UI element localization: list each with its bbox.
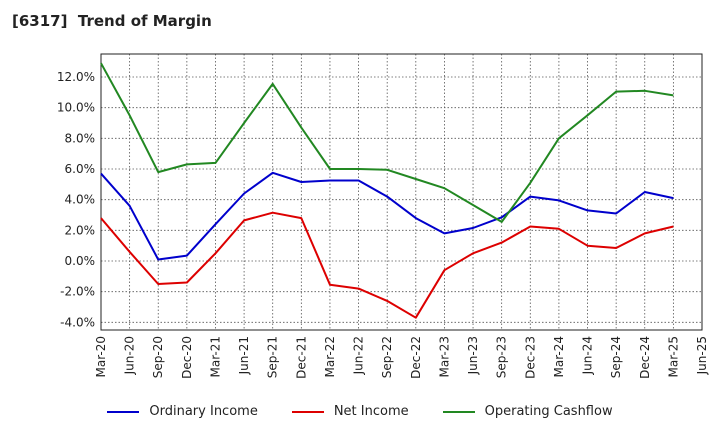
x-tick-label: Mar-25 (666, 336, 680, 377)
x-tick-label: Dec-23 (523, 336, 537, 379)
legend: Ordinary Income Net Income Operating Cas… (0, 404, 720, 419)
chart-title: [6317] Trend of Margin (12, 12, 212, 30)
series (100, 62, 674, 319)
x-tick-label: Sep-24 (609, 336, 623, 378)
x-tick-label: Jun-20 (123, 336, 137, 375)
x-tick-label: Dec-22 (409, 336, 423, 379)
series-line-ordinary-income (100, 171, 674, 261)
y-tick-label: 2.0% (65, 223, 96, 237)
legend-item-operating-cashflow: Operating Cashflow (442, 404, 613, 419)
legend-label-operating-cashflow: Operating Cashflow (484, 404, 613, 419)
y-tick-label: 0.0% (65, 254, 96, 268)
x-tick-label: Mar-24 (552, 336, 566, 377)
legend-item-net-income: Net Income (291, 404, 409, 419)
x-tick-label: Sep-21 (266, 336, 280, 378)
plot-frame (100, 53, 703, 331)
x-tick-label: Jun-23 (466, 336, 480, 375)
y-tick-label: -2.0% (60, 285, 95, 299)
x-tick-label: Dec-21 (294, 336, 308, 379)
y-tick-label: 6.0% (65, 162, 96, 176)
y-tick-label: 8.0% (65, 131, 96, 145)
legend-swatch-ordinary-income (107, 410, 140, 413)
legend-label-ordinary-income: Ordinary Income (149, 404, 258, 419)
x-tick-label: Mar-20 (94, 336, 108, 377)
x-tick-label: Sep-20 (151, 336, 165, 378)
x-tick-label: Mar-21 (208, 336, 222, 377)
x-tick-label: Jun-22 (352, 336, 366, 375)
series-line-operating-cashflow (100, 62, 674, 223)
axes: Mar-20 Jun-20 Sep-20 Dec-20 Mar-21 Jun-21 Sep-… (57, 53, 709, 379)
y-tick-label: 4.0% (65, 193, 96, 207)
legend-swatch-operating-cashflow (442, 410, 475, 413)
legend-label-net-income: Net Income (333, 404, 409, 419)
x-tick-label: Mar-23 (437, 336, 451, 377)
y-tick-label: 10.0% (57, 101, 95, 115)
x-tick-label: Jun-24 (581, 336, 595, 375)
x-tick-label: Jun-25 (695, 336, 709, 375)
x-tick-label: Sep-23 (495, 336, 509, 378)
x-tick-label: Dec-20 (180, 336, 194, 379)
x-tick-label: Sep-22 (380, 336, 394, 378)
legend-item-ordinary-income: Ordinary Income (107, 404, 258, 419)
legend-swatch-net-income (291, 410, 324, 413)
x-tick-label: Jun-21 (237, 336, 251, 375)
series-line-net-income (100, 211, 674, 319)
x-tick-label: Mar-22 (323, 336, 337, 377)
y-tick-label: -4.0% (60, 315, 95, 329)
x-tick-label: Dec-24 (638, 336, 652, 379)
grid (101, 54, 702, 330)
y-tick-label: 12.0% (57, 70, 95, 84)
